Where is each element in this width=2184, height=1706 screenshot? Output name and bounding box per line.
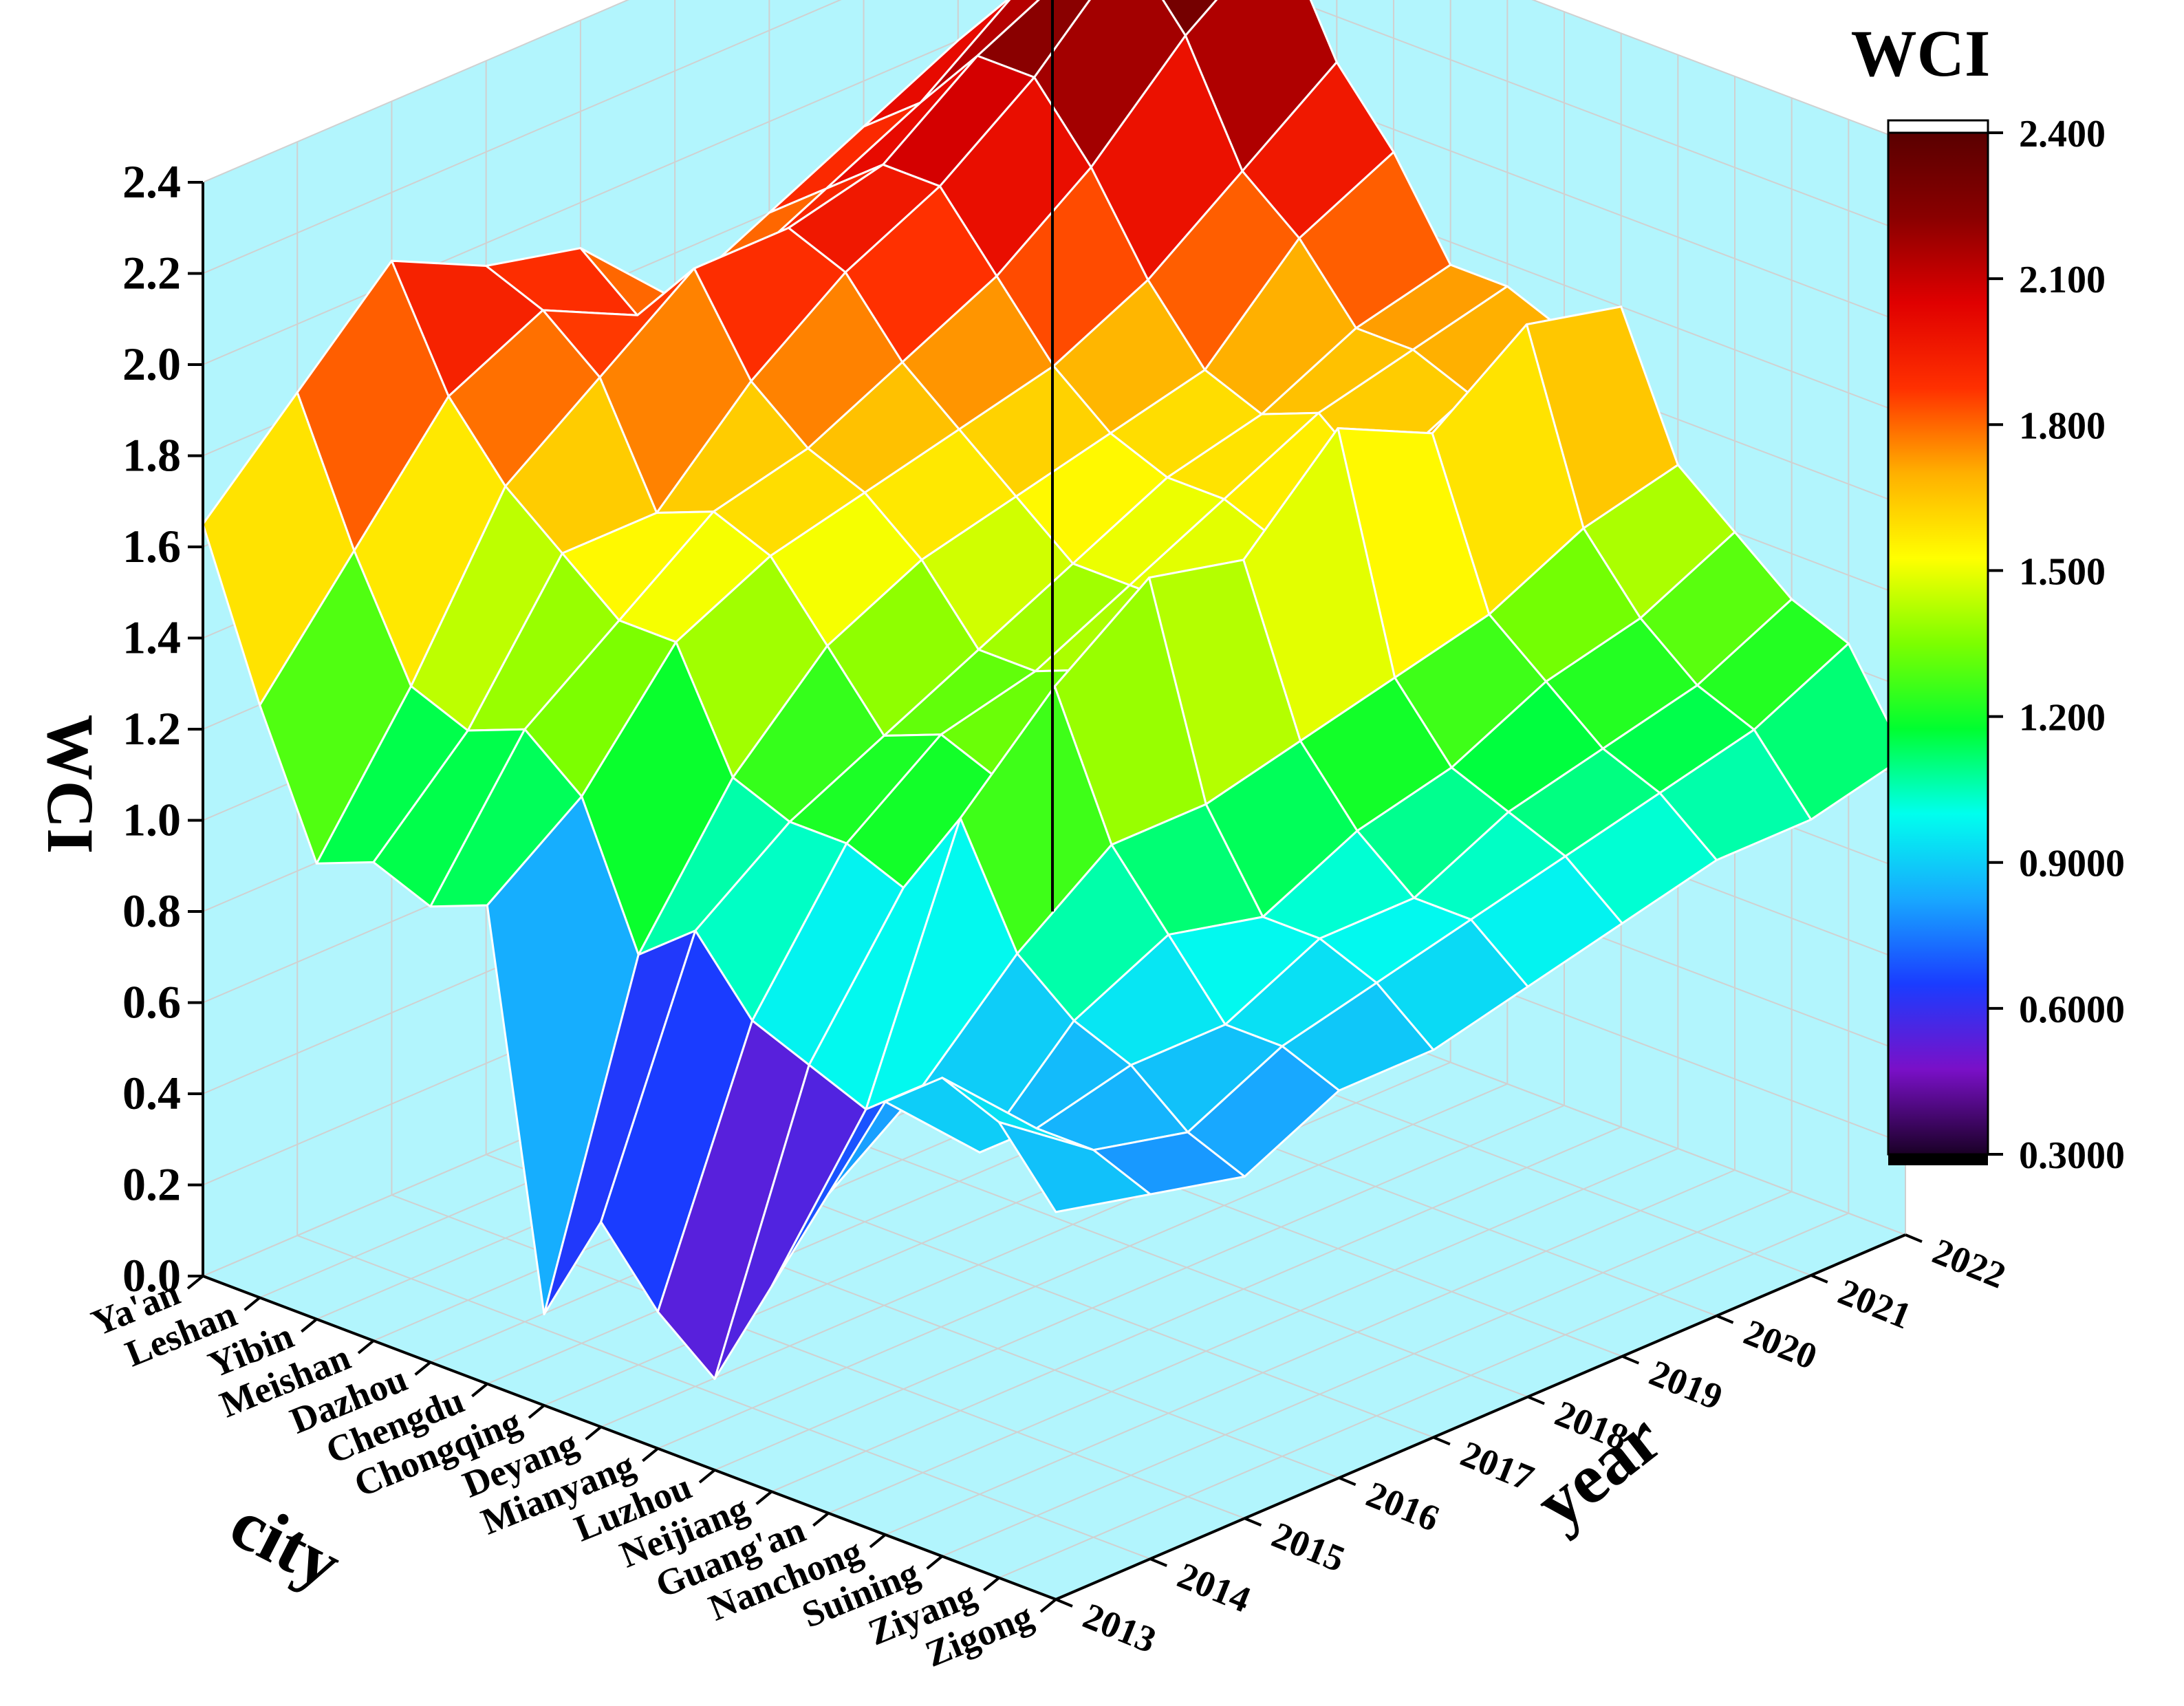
back-wall-gridline [1531, 0, 1906, 142]
z-axis-ticks: 0.0 0.2 0.4 0.6 0.8 1.0 1.2 1.4 1.6 1.8 2.0 2.2 2.4 [122, 155, 203, 1302]
colorbar-tick-label: 0.6000 [2019, 989, 2125, 1031]
city-tick-mark [186, 1275, 204, 1290]
z-tick-label: 2.2 [122, 247, 181, 299]
city-tick-mark [471, 1383, 488, 1398]
year-tick-mark [1149, 1557, 1167, 1567]
year-tick-label: 2020 [1738, 1311, 1823, 1377]
z-axis-title: WCI [34, 715, 107, 854]
colorbar: WCI 0.3000 0.6000 0.9000 1.200 1.500 1.800 2.1… [1851, 17, 2125, 1177]
z-tick-label: 1.4 [122, 612, 181, 664]
surface-cell [997, 1121, 1152, 1213]
year-tick-label: 2016 [1361, 1473, 1445, 1540]
colorbar-gradient [1887, 131, 1989, 1156]
colorbar-top-cap [1887, 119, 1989, 134]
year-tick-mark [1905, 1233, 1923, 1243]
z-tick-label: 1.8 [122, 429, 181, 482]
floor-gridline [296, 1235, 1151, 1560]
colorbar-tick-label: 0.9000 [2019, 843, 2125, 885]
z-tick-label: 0.0 [122, 1249, 181, 1302]
floor-gridline [771, 1126, 1622, 1493]
year-tick-mark [1810, 1274, 1828, 1284]
year-tick-mark [1244, 1517, 1262, 1527]
city-tick-mark [698, 1469, 716, 1484]
colorbar-tick-label: 2.100 [2019, 259, 2106, 301]
city-tick-mark [244, 1296, 261, 1311]
city-tick-mark [357, 1339, 375, 1354]
wci-surface [202, 0, 1907, 1380]
year-tick-mark [1338, 1476, 1356, 1487]
colorbar-tick-label: 1.200 [2019, 697, 2106, 739]
floor-gridline [714, 1105, 1565, 1471]
year-axis-line [1055, 1233, 1906, 1601]
left-wall-gridline [202, 0, 630, 183]
colorbar-tick-label: 0.3000 [2019, 1134, 2125, 1177]
city-tick-mark [983, 1577, 1000, 1592]
city-tick-mark [926, 1555, 943, 1570]
year-tick-label: 2019 [1644, 1352, 1729, 1418]
year-tick-mark [1055, 1598, 1073, 1608]
colorbar-tick-label: 1.500 [2019, 550, 2106, 593]
floor-wall [203, 911, 1905, 1599]
year-tick-label: 2022 [1927, 1230, 2012, 1296]
year-tick-label: 2021 [1832, 1271, 1917, 1337]
city-tick-mark [528, 1404, 545, 1419]
left-wall-gridline [202, 0, 1053, 365]
city-tick-mark [1039, 1598, 1057, 1613]
z-tick-label: 1.0 [122, 794, 181, 846]
city-tick-mark [755, 1490, 772, 1505]
city-tick-mark [301, 1318, 318, 1333]
colorbar-tick-label: 1.800 [2019, 404, 2106, 447]
x-axis-title: city [219, 1483, 354, 1604]
city-tick-mark [812, 1512, 830, 1527]
z-tick-label: 2.4 [122, 155, 181, 208]
city-tick-mark [414, 1361, 431, 1376]
floor-gridline [885, 1169, 1736, 1535]
z-tick-label: 2.0 [122, 338, 181, 390]
floor-gridline [828, 1147, 1678, 1514]
year-tick-mark [1716, 1314, 1734, 1324]
year-tick-label: 2013 [1078, 1595, 1163, 1661]
z-tick-label: 0.4 [122, 1067, 181, 1119]
colorbar-bottom-cap [1888, 1154, 1988, 1165]
z-tick-label: 0.6 [122, 976, 181, 1028]
z-tick-label: 0.8 [122, 885, 181, 937]
city-tick-mark [585, 1425, 602, 1440]
floor-gridline [942, 1191, 1793, 1557]
year-tick-label: 2014 [1172, 1555, 1257, 1621]
floor-gridline [601, 1061, 1451, 1428]
colorbar-tick-label: 2.400 [2019, 113, 2106, 155]
back-wall-gridline [1290, 0, 1906, 233]
city-tick-mark [642, 1447, 659, 1462]
z-tick-label: 1.2 [122, 702, 181, 755]
year-tick-mark [1527, 1395, 1545, 1405]
floor-gridline [391, 1194, 1245, 1520]
city-axis-line [202, 1275, 1057, 1601]
z-tick-label: 1.6 [122, 520, 181, 572]
city-tick-mark [869, 1533, 887, 1548]
colorbar-title: WCI [1851, 17, 1991, 90]
year-tick-label: 2015 [1266, 1514, 1351, 1580]
z-tick-label: 0.2 [122, 1158, 181, 1211]
left-wall-gridline [202, 0, 842, 274]
year-tick-mark [1621, 1354, 1640, 1365]
y-axis-title: year [1521, 1398, 1676, 1543]
colorbar-ticks: 0.3000 0.6000 0.9000 1.200 1.500 1.800 2.100 2.… [1988, 113, 2125, 1177]
floor-gridline [657, 1083, 1508, 1449]
year-tick-mark [1433, 1436, 1451, 1446]
floor-gridline [998, 1212, 1849, 1579]
